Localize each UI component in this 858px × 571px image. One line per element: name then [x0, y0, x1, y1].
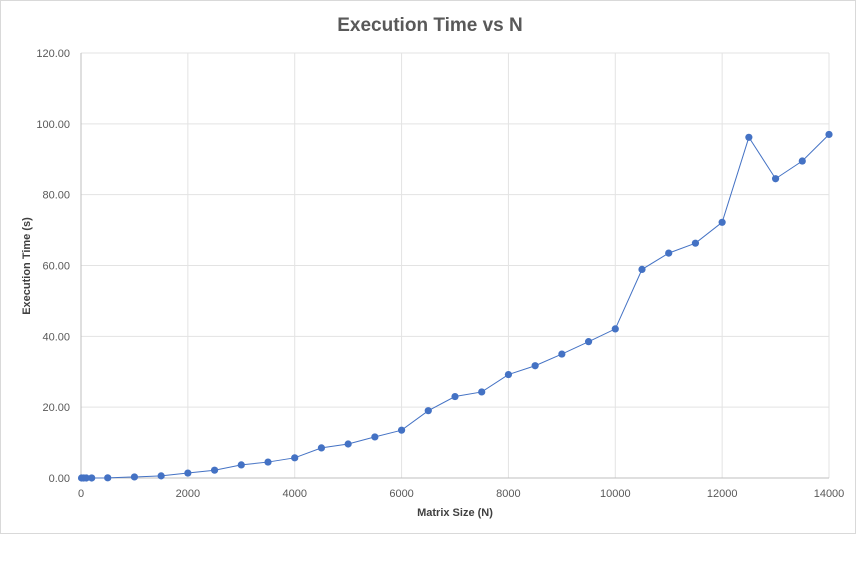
data-point [371, 433, 379, 441]
gridlines [81, 52, 830, 478]
chart-title: Execution Time vs N [337, 15, 523, 36]
y-axis-title: Execution Time (s) [21, 217, 33, 315]
data-point [745, 133, 753, 141]
y-tick-label: 80.00 [42, 190, 70, 202]
data-point [665, 249, 673, 257]
y-tick-label: 20.00 [42, 402, 70, 414]
series-line [81, 134, 830, 479]
data-point [237, 461, 245, 469]
y-tick-label: 0.00 [49, 473, 70, 485]
data-point [638, 265, 646, 273]
data-point [558, 350, 566, 358]
data-point [104, 474, 112, 482]
x-tick-label: 12000 [707, 488, 738, 500]
data-point [691, 239, 700, 247]
tick-labels: 0.00 20.00 40.00 60.00 80.00 100.00 120.00 0 200… [36, 48, 844, 500]
series-execution-time [77, 130, 833, 482]
data-point [798, 157, 806, 165]
execution-time-chart: 0.00 20.00 40.00 60.00 80.00 100.00 120.00 0 200… [21, 15, 844, 519]
data-point [825, 130, 833, 139]
y-tick-label: 40.00 [42, 331, 70, 343]
data-point [264, 458, 272, 466]
data-point [451, 392, 459, 401]
data-point [478, 388, 486, 396]
chart-area: 0.00 20.00 40.00 60.00 80.00 100.00 120.00 0 200… [0, 0, 856, 534]
y-tick-label: 120.00 [36, 48, 70, 60]
x-tick-label: 0 [78, 488, 84, 500]
data-point [584, 338, 593, 346]
data-point [531, 362, 539, 370]
x-tick-label: 10000 [600, 488, 631, 500]
data-point [130, 473, 139, 481]
y-tick-label: 60.00 [42, 261, 70, 273]
data-point [184, 469, 192, 477]
data-point [771, 175, 780, 183]
data-point [82, 474, 90, 482]
data-point [344, 440, 352, 448]
x-tick-label: 6000 [389, 488, 413, 500]
axes [80, 53, 829, 479]
data-point [317, 444, 326, 452]
data-point [424, 407, 432, 415]
data-point [291, 454, 299, 462]
data-point [397, 426, 406, 434]
x-axis-title: Matrix Size (N) [417, 507, 493, 519]
y-tick-label: 100.00 [36, 119, 70, 131]
data-point [88, 474, 96, 482]
data-point [157, 472, 165, 480]
x-tick-label: 4000 [282, 488, 306, 500]
x-tick-label: 14000 [814, 488, 845, 500]
x-tick-label: 2000 [176, 488, 200, 500]
data-point [718, 218, 726, 226]
x-tick-label: 8000 [496, 488, 520, 500]
data-point [611, 325, 619, 333]
data-point [504, 370, 513, 379]
data-point [210, 466, 219, 474]
